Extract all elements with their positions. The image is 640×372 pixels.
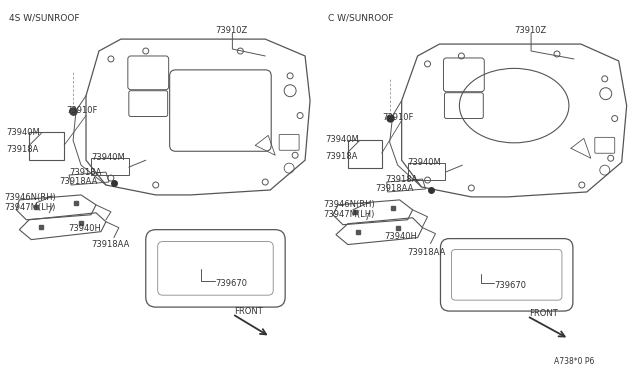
- Text: FRONT: FRONT: [529, 309, 558, 318]
- Text: 739670: 739670: [216, 279, 248, 288]
- Text: 73918A: 73918A: [6, 145, 39, 154]
- Text: 73918AA: 73918AA: [59, 177, 97, 186]
- Text: FRONT: FRONT: [234, 307, 263, 316]
- Text: 73918A: 73918A: [325, 152, 357, 161]
- Text: 73918AA: 73918AA: [376, 184, 414, 193]
- Text: 73946N(RH): 73946N(RH): [323, 200, 375, 209]
- Text: 73940H: 73940H: [385, 232, 417, 241]
- Text: 73910F: 73910F: [66, 106, 97, 115]
- Text: 4S W/SUNROOF: 4S W/SUNROOF: [10, 13, 80, 22]
- Text: 73918AA: 73918AA: [408, 247, 446, 257]
- Text: 73940M: 73940M: [6, 128, 40, 137]
- Text: 73910Z: 73910Z: [216, 26, 248, 35]
- Text: 73946N(RH): 73946N(RH): [4, 193, 56, 202]
- Text: 739670: 739670: [494, 281, 526, 290]
- Text: 73947M(LH): 73947M(LH): [4, 203, 56, 212]
- Text: 73947M(LH): 73947M(LH): [323, 210, 374, 219]
- Text: 73918A: 73918A: [386, 175, 418, 184]
- Text: 73910Z: 73910Z: [514, 26, 547, 35]
- Text: 73940M: 73940M: [325, 135, 359, 144]
- Text: 73910F: 73910F: [383, 113, 414, 122]
- Text: C W/SUNROOF: C W/SUNROOF: [328, 13, 394, 22]
- Text: 73940H: 73940H: [68, 224, 101, 233]
- Text: 73940M: 73940M: [91, 153, 125, 162]
- Text: 73940M: 73940M: [408, 158, 442, 167]
- Text: A738*0 P6: A738*0 P6: [554, 357, 595, 366]
- Text: 73918A: 73918A: [69, 168, 102, 177]
- Text: 73918AA: 73918AA: [91, 240, 129, 248]
